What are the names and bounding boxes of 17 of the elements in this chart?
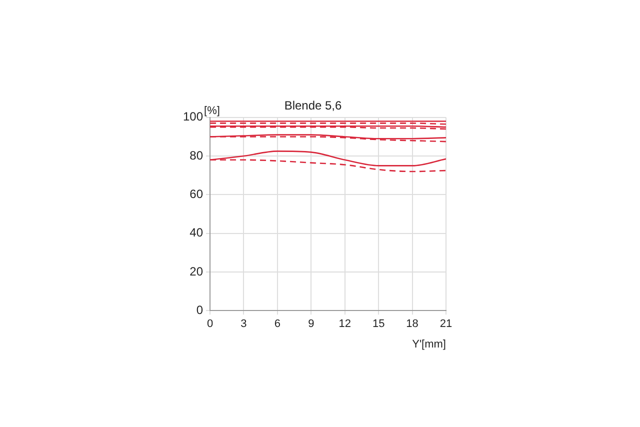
x-tick-label: 21 [440,318,452,330]
y-axis-title: [%] [204,104,220,117]
x-tick-label: 6 [274,318,281,330]
chart-title: Blende 5,6 [284,98,342,113]
x-tick-label: 9 [308,318,314,330]
x-tick-label: 12 [338,318,351,330]
x-tick-label: 3 [240,318,247,330]
y-tick-label: 80 [190,148,204,162]
x-tick-label: 18 [406,318,418,330]
x-axis-title: Y'[mm] [412,338,446,350]
y-tick-label: 20 [190,264,204,278]
y-tick-label: 100 [182,110,204,124]
y-tick-label: 40 [190,226,204,240]
y-tick-label: 0 [196,302,204,317]
x-tick-label: 15 [372,318,385,330]
y-tick-label: 60 [190,186,204,201]
x-tick-label: 0 [206,318,214,330]
